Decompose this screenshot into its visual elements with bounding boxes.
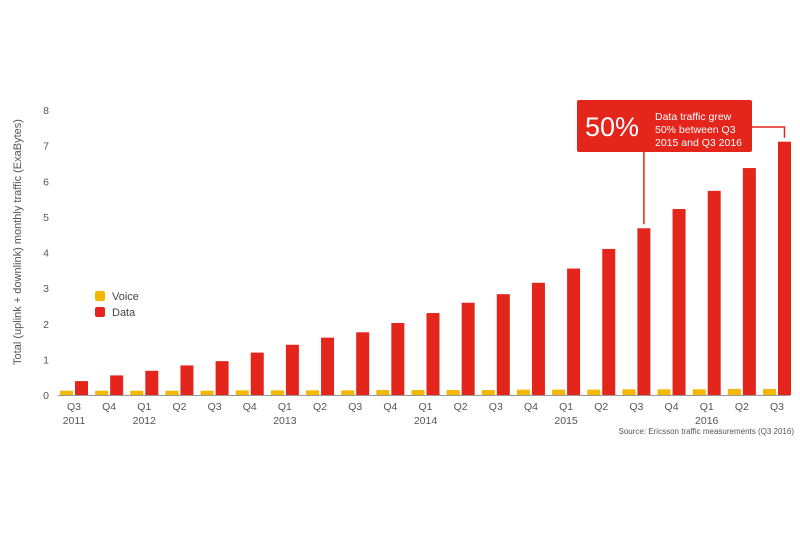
data-bar	[461, 302, 475, 395]
x-tick-label: Q2	[172, 401, 186, 413]
data-bar	[531, 282, 545, 395]
x-tick-label: Q3	[489, 401, 503, 413]
x-tick-label: Q1	[418, 401, 432, 413]
data-bar	[426, 313, 440, 395]
data-bar	[180, 365, 194, 395]
x-tick-label: Q2	[454, 401, 468, 413]
y-axis: 0 1 2 3 4 5 6 7 8	[43, 105, 49, 402]
data-bar	[356, 332, 370, 395]
data-bar	[672, 209, 686, 395]
y-tick-label: 2	[43, 319, 49, 331]
data-bar	[110, 375, 124, 395]
source-note: Source: Ericsson traffic measurements (Q…	[619, 427, 795, 436]
x-axis: Q3 2011 Q4 Q1 2012 Q2 Q3 Q4 Q1 2013 Q2 Q3 Q4 Q1 2014 Q2…	[63, 401, 784, 427]
legend-label-data: Data	[112, 307, 136, 319]
callout-line-1: Data traffic grew	[655, 111, 732, 123]
x-tick-label: Q4	[524, 401, 538, 413]
voice-bar	[727, 388, 741, 395]
x-tick-label: Q1	[278, 401, 292, 413]
x-tick-label: Q1	[700, 401, 714, 413]
data-bar	[391, 323, 405, 395]
x-tick-label: Q1	[559, 401, 573, 413]
y-tick-label: 8	[43, 105, 49, 117]
x-tick-year-label: 2014	[414, 415, 438, 427]
data-bar	[285, 344, 299, 395]
voice-bar	[587, 389, 601, 395]
callout-box	[577, 100, 752, 152]
y-tick-label: 0	[43, 390, 49, 402]
y-tick-label: 5	[43, 212, 49, 224]
voice-bar	[341, 390, 355, 395]
voice-bar	[692, 389, 706, 395]
voice-bar	[165, 390, 179, 395]
data-bar	[496, 294, 510, 395]
data-bar	[637, 228, 651, 395]
x-tick-label: Q3	[770, 401, 784, 413]
voice-bar	[411, 390, 425, 395]
x-tick-label: Q3	[629, 401, 643, 413]
x-tick-year-label: 2016	[695, 415, 719, 427]
callout-connector-to	[752, 126, 786, 138]
data-bar	[742, 168, 756, 395]
voice-bar	[130, 390, 144, 395]
bars-group	[60, 141, 791, 395]
x-tick-year-label: 2015	[554, 415, 578, 427]
x-tick-label: Q3	[67, 401, 81, 413]
legend-label-voice: Voice	[112, 291, 139, 303]
x-tick-year-label: 2013	[273, 415, 297, 427]
callout-line-3: 2015 and Q3 2016	[655, 137, 742, 149]
y-tick-label: 4	[43, 248, 49, 260]
voice-bar	[200, 390, 214, 395]
x-tick-label: Q4	[665, 401, 679, 413]
voice-bar	[763, 388, 776, 395]
voice-bar	[481, 390, 495, 395]
y-tick-label: 1	[43, 354, 49, 366]
data-bar	[145, 370, 159, 395]
voice-bar	[446, 390, 460, 395]
x-tick-label: Q3	[208, 401, 222, 413]
data-bar	[707, 190, 721, 395]
x-tick-label: Q3	[348, 401, 362, 413]
x-tick-year-label: 2011	[63, 415, 86, 427]
x-tick-label: Q2	[594, 401, 608, 413]
data-bar	[567, 268, 581, 395]
voice-bar	[657, 389, 671, 395]
data-bar	[75, 381, 88, 395]
voice-bar	[270, 390, 284, 395]
voice-bar	[516, 389, 530, 395]
x-tick-label: Q2	[735, 401, 749, 413]
voice-bar	[622, 389, 636, 395]
x-tick-label: Q4	[243, 401, 257, 413]
y-tick-label: 3	[43, 283, 49, 295]
voice-bar	[235, 390, 249, 395]
legend-swatch-voice	[95, 291, 105, 301]
legend: Voice Data	[95, 291, 139, 319]
x-tick-label: Q4	[102, 401, 116, 413]
data-bar	[321, 337, 335, 395]
x-tick-label: Q1	[137, 401, 151, 413]
x-tick-label: Q2	[313, 401, 327, 413]
callout-percent: 50%	[585, 112, 639, 142]
data-bar	[602, 248, 616, 395]
y-tick-label: 7	[43, 141, 49, 153]
voice-bar	[60, 390, 73, 395]
x-tick-label: Q4	[383, 401, 397, 413]
voice-bar	[95, 390, 109, 395]
callout-line-2: 50% between Q3	[655, 124, 736, 136]
legend-swatch-data	[95, 307, 105, 317]
voice-bar	[376, 390, 390, 395]
voice-bar	[306, 390, 320, 395]
data-bar	[215, 361, 229, 395]
y-axis-label: Total (uplink + downlink) monthly traffi…	[12, 119, 24, 365]
growth-callout: 50% Data traffic grew 50% between Q3 201…	[577, 100, 786, 225]
x-tick-year-label: 2012	[133, 415, 157, 427]
data-bar	[778, 141, 791, 395]
voice-bar	[552, 389, 566, 395]
y-tick-label: 6	[43, 176, 49, 188]
data-bar	[250, 352, 264, 395]
